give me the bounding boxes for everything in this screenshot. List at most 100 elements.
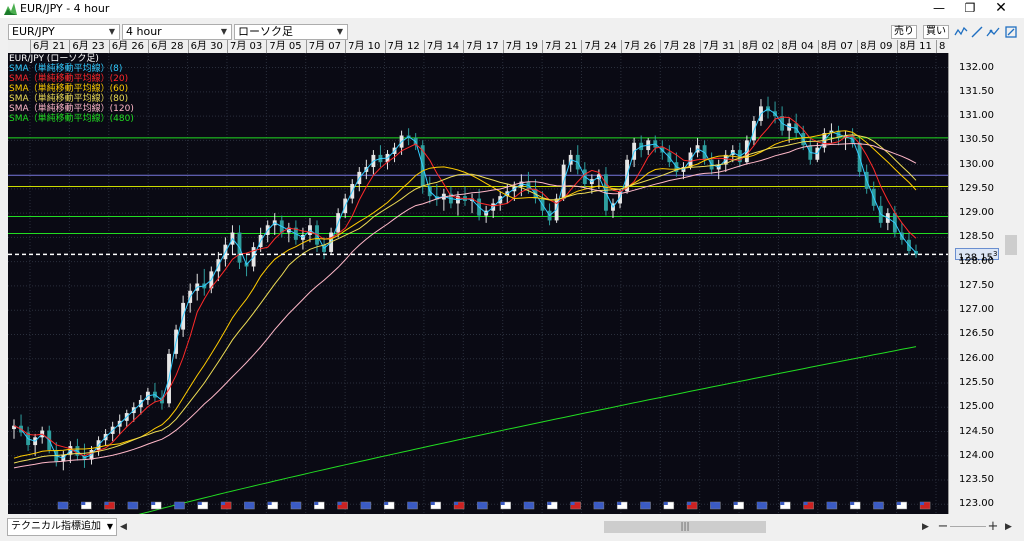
add-indicator-select[interactable]: テクニカル指標追加 ▼ <box>7 518 117 536</box>
zoom-in-button[interactable]: + <box>987 519 999 534</box>
time-axis-tick <box>581 40 583 53</box>
event-flag-icon <box>383 501 395 510</box>
time-axis-label: 6月 23 <box>72 41 105 52</box>
time-axis-tick <box>660 40 662 53</box>
event-flag-icon <box>733 501 744 510</box>
timeframe-select[interactable]: 4 hour ▼ <box>122 24 232 40</box>
price-axis-label: 124.50 <box>959 425 994 437</box>
restore-button[interactable]: ❐ <box>964 1 976 15</box>
scroll-left-icon[interactable]: ◀ <box>120 522 127 532</box>
time-axis-tick <box>345 40 347 53</box>
time-axis-label: 7月 26 <box>623 41 657 52</box>
time-axis-label: 8月 02 <box>742 41 775 52</box>
price-axis-label: 124.00 <box>959 449 994 461</box>
chart-type-select[interactable]: ローソク足 ▼ <box>234 24 348 40</box>
current-price-value: 128.15 <box>958 252 993 264</box>
trendline-icon[interactable] <box>970 25 984 39</box>
price-axis-label: 126.00 <box>959 352 994 364</box>
zoom-slider[interactable] <box>950 526 986 527</box>
price-axis[interactable]: 128.153 132.00 131.50 131.00 130.50 130.00 12… <box>948 53 1003 514</box>
time-axis-label: 7月 19 <box>505 41 538 52</box>
current-price-label: 128.153 <box>955 248 999 263</box>
event-flag-icon <box>803 501 814 510</box>
close-button[interactable]: ✕ <box>995 0 1007 16</box>
time-axis-label: 6月 28 <box>151 41 184 52</box>
event-flag-icon <box>267 501 278 510</box>
settings-icon[interactable] <box>1004 25 1018 39</box>
app-logo-icon <box>4 3 17 15</box>
event-flag-icon <box>150 501 162 510</box>
vertical-scroll-thumb[interactable] <box>1005 235 1017 255</box>
price-axis-label: 130.00 <box>959 158 994 170</box>
price-axis-label: 130.50 <box>959 134 994 146</box>
price-axis-label: 128.50 <box>959 231 994 243</box>
minimize-button[interactable]: — <box>933 1 945 15</box>
horizontal-scrollbar[interactable]: ◀ ||| ▶ <box>120 519 935 535</box>
time-axis-tick <box>305 40 307 53</box>
event-flag-icon <box>127 501 139 510</box>
legend-entry[interactable]: SMA（単純移動平均線）(8) <box>9 64 123 74</box>
price-axis-label: 129.50 <box>959 182 994 194</box>
price-axis-label: 125.50 <box>959 376 994 388</box>
timeframe-select-value: 4 hour <box>126 25 162 38</box>
time-axis-tick <box>463 40 465 53</box>
chevron-down-icon: ▼ <box>220 27 227 36</box>
price-axis-label: 123.00 <box>959 498 994 510</box>
time-axis-tick <box>739 40 741 53</box>
time-axis-label: 7月 21 <box>545 41 578 52</box>
price-axis-label: 131.50 <box>959 85 994 97</box>
event-flag-icon <box>430 501 442 510</box>
time-axis-tick <box>896 40 898 53</box>
symbol-select[interactable]: EUR/JPY ▼ <box>8 24 120 40</box>
drawing-tools-icon[interactable] <box>986 25 1000 39</box>
event-flag-icon <box>337 501 348 510</box>
time-axis-label: 7月 14 <box>426 41 460 52</box>
bottom-bar: テクニカル指標追加 ▼ ◀ ||| ▶ − + ▶ <box>0 514 1024 541</box>
sell-button[interactable]: 売り <box>891 25 917 39</box>
event-flag-icon <box>663 501 675 510</box>
time-axis-tick <box>817 40 819 53</box>
sma-line <box>13 134 917 464</box>
time-axis-tick <box>502 40 504 53</box>
horizontal-scroll-thumb[interactable]: ||| <box>604 521 766 533</box>
time-axis-tick <box>778 40 780 53</box>
event-flag-icon <box>570 501 581 510</box>
event-flag-icon <box>523 501 535 510</box>
vertical-scrollbar[interactable] <box>1003 53 1020 514</box>
indicator-icon[interactable] <box>954 25 968 39</box>
time-axis-tick <box>620 40 622 53</box>
scroll-end-icon[interactable]: ▶ <box>1005 522 1012 532</box>
time-axis-tick <box>857 40 859 53</box>
price-axis-label: 129.00 <box>959 207 994 219</box>
toolbar: EUR/JPY ▼ 4 hour ▼ ローソク足 ▼ 売り 買い <box>0 18 1024 40</box>
buy-button[interactable]: 買い <box>923 25 949 39</box>
time-axis-label: 8月 07 <box>820 41 854 52</box>
time-axis-label: 7月 10 <box>348 41 381 52</box>
price-chart[interactable]: EUR/JPY (ローソク足) SMA（単純移動平均線）(8) SMA（単純移動平均… <box>8 53 948 514</box>
event-flag-icon <box>407 501 418 510</box>
time-axis-label: 7月 17 <box>466 41 499 52</box>
time-axis-label: 7月 12 <box>387 41 420 52</box>
legend-entry[interactable]: SMA（単純移動平均線）(480) <box>9 114 134 124</box>
chart-canvas <box>8 53 948 514</box>
price-axis-label: 127.50 <box>959 279 994 291</box>
time-axis-tick <box>187 40 189 53</box>
time-axis-label: 7月 24 <box>584 41 617 52</box>
legend-entry[interactable]: SMA（単純移動平均線）(60) <box>9 84 129 94</box>
current-price-pipette: 3 <box>993 250 998 259</box>
legend-entry[interactable]: SMA（単純移動平均線）(120) <box>9 104 134 114</box>
time-axis-tick <box>542 40 544 53</box>
legend-entry[interactable]: EUR/JPY (ローソク足) <box>9 54 99 64</box>
scroll-right-icon[interactable]: ▶ <box>922 522 929 532</box>
legend-entry[interactable]: SMA（単純移動平均線）(80) <box>9 94 129 104</box>
event-flag-icon <box>453 501 465 510</box>
price-axis-label: 131.00 <box>959 110 994 122</box>
add-indicator-label: テクニカル指標追加 <box>11 521 101 532</box>
time-axis-tick <box>30 40 31 53</box>
zoom-out-button[interactable]: − <box>937 519 949 534</box>
event-flag-icon <box>593 501 605 510</box>
event-flag-icon <box>290 501 302 510</box>
legend-entry[interactable]: SMA（単純移動平均線）(20) <box>9 74 129 84</box>
chevron-down-icon: ▼ <box>106 522 113 531</box>
time-axis-label: 6月 26 <box>111 41 145 52</box>
